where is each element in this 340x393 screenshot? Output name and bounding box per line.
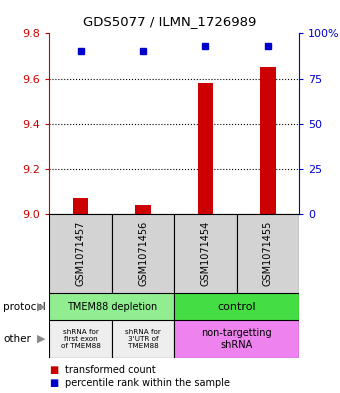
Text: other: other — [3, 334, 31, 344]
Text: GSM1071457: GSM1071457 — [75, 221, 86, 286]
Text: shRNA for
first exon
of TMEM88: shRNA for first exon of TMEM88 — [61, 329, 101, 349]
Text: shRNA for
3'UTR of
TMEM88: shRNA for 3'UTR of TMEM88 — [125, 329, 161, 349]
Bar — [135, 205, 151, 214]
Text: ▶: ▶ — [37, 334, 46, 344]
Text: ▶: ▶ — [37, 301, 46, 312]
Text: TMEM88 depletion: TMEM88 depletion — [67, 301, 157, 312]
Text: GSM1071455: GSM1071455 — [263, 221, 273, 286]
Text: GDS5077 / ILMN_1726989: GDS5077 / ILMN_1726989 — [83, 15, 257, 28]
Text: percentile rank within the sample: percentile rank within the sample — [65, 378, 230, 388]
Text: GSM1071456: GSM1071456 — [138, 221, 148, 286]
Bar — [49, 320, 112, 358]
Bar — [260, 67, 276, 214]
Bar — [49, 293, 174, 320]
Bar — [198, 83, 213, 214]
Text: ■: ■ — [49, 365, 58, 375]
Bar — [112, 320, 174, 358]
Text: GSM1071454: GSM1071454 — [201, 221, 210, 286]
Text: control: control — [217, 301, 256, 312]
Text: non-targetting
shRNA: non-targetting shRNA — [201, 328, 272, 350]
Text: transformed count: transformed count — [65, 365, 155, 375]
Bar — [174, 214, 237, 293]
Bar — [49, 214, 112, 293]
Bar — [112, 214, 174, 293]
Bar — [174, 293, 299, 320]
Bar — [73, 198, 88, 214]
Bar — [174, 320, 299, 358]
Text: ■: ■ — [49, 378, 58, 388]
Bar — [237, 214, 299, 293]
Text: protocol: protocol — [3, 301, 46, 312]
